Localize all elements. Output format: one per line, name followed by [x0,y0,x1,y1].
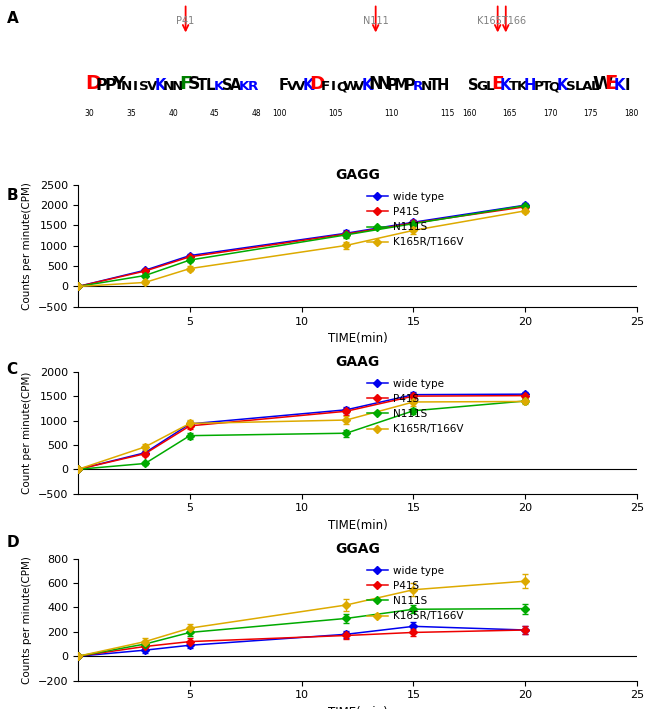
Text: 40: 40 [168,108,178,118]
Text: V: V [354,81,364,94]
Text: I: I [625,79,630,94]
Text: T: T [541,81,551,94]
Text: 48: 48 [252,108,262,118]
Text: 115: 115 [440,108,454,118]
Text: P: P [104,79,116,94]
Text: F: F [278,79,289,94]
Text: N: N [377,75,391,94]
Y-axis label: Counts per minute(CPM): Counts per minute(CPM) [22,182,32,310]
Text: W: W [593,75,613,94]
Text: D: D [309,75,325,94]
Text: B: B [6,188,18,203]
Text: N: N [369,75,383,94]
X-axis label: TIME(min): TIME(min) [328,519,387,532]
Text: L: L [591,81,599,94]
Text: C: C [6,362,18,376]
Text: T: T [198,79,207,94]
Y-axis label: Counts per minute(CPM): Counts per minute(CPM) [22,556,32,683]
Text: K: K [239,81,250,94]
Text: N: N [172,81,183,94]
Text: 175: 175 [584,108,598,118]
Text: H: H [524,79,536,94]
Text: V: V [295,81,306,94]
Text: L: L [486,81,494,94]
X-axis label: TIME(min): TIME(min) [328,706,387,709]
Text: E: E [604,74,618,94]
Title: GGAG: GGAG [335,542,380,556]
Text: S: S [468,79,478,94]
Text: I: I [332,81,336,94]
Title: GAGG: GAGG [335,168,380,182]
Text: K: K [557,79,568,94]
Text: V: V [287,81,297,94]
Text: D: D [85,74,101,94]
Text: R: R [412,81,423,94]
Text: L: L [206,79,215,94]
Text: Y: Y [112,75,125,94]
Text: K165T166: K165T166 [477,16,526,26]
Legend: wide type, P41S, N111S, K165R/T166V: wide type, P41S, N111S, K165R/T166V [363,374,467,438]
Text: S: S [139,81,149,94]
Text: 105: 105 [328,108,343,118]
Text: 110: 110 [384,108,398,118]
Text: I: I [133,81,138,94]
Legend: wide type, P41S, N111S, K165R/T166V: wide type, P41S, N111S, K165R/T166V [363,188,467,252]
Title: GAAG: GAAG [335,355,380,369]
Text: R: R [248,81,258,94]
Text: S: S [222,79,233,94]
Text: Q: Q [549,81,560,94]
Text: 100: 100 [272,108,287,118]
Legend: wide type, P41S, N111S, K165R/T166V: wide type, P41S, N111S, K165R/T166V [363,562,467,625]
Text: 160: 160 [462,108,476,118]
Text: T: T [509,81,519,94]
Text: K: K [155,79,166,94]
Text: 45: 45 [210,108,220,118]
Text: A: A [582,81,592,94]
Text: P: P [387,79,398,94]
Text: 35: 35 [126,108,136,118]
Text: K: K [303,79,315,94]
Text: N111: N111 [363,16,389,26]
Text: S: S [566,81,575,94]
Text: K: K [361,79,373,94]
Text: 165: 165 [502,108,517,118]
Text: M: M [393,79,408,94]
X-axis label: TIME(min): TIME(min) [328,332,387,345]
Text: W: W [343,81,358,94]
Text: 30: 30 [84,108,94,118]
Text: 180: 180 [624,108,638,118]
Text: F: F [320,81,330,94]
Text: N: N [121,81,133,94]
Text: P: P [96,79,108,94]
Text: H: H [437,79,449,94]
Text: K: K [614,79,625,94]
Text: N: N [163,81,174,94]
Text: D: D [6,535,19,550]
Text: A: A [230,79,242,94]
Y-axis label: Count per minute(CPM): Count per minute(CPM) [22,372,32,494]
Text: S: S [188,75,200,94]
Text: E: E [491,75,504,94]
Text: K: K [500,79,512,94]
Text: 170: 170 [543,108,558,118]
Text: G: G [476,81,487,94]
Text: P: P [404,79,415,94]
Text: K: K [517,81,527,94]
Text: F: F [179,75,192,94]
Text: N: N [421,81,432,94]
Text: A: A [6,11,18,26]
Text: T: T [429,79,439,94]
Text: K: K [214,81,224,94]
Text: Q: Q [337,81,348,94]
Text: P: P [533,81,543,94]
Text: L: L [575,81,583,94]
Text: V: V [147,81,157,94]
Text: P41: P41 [177,16,195,26]
